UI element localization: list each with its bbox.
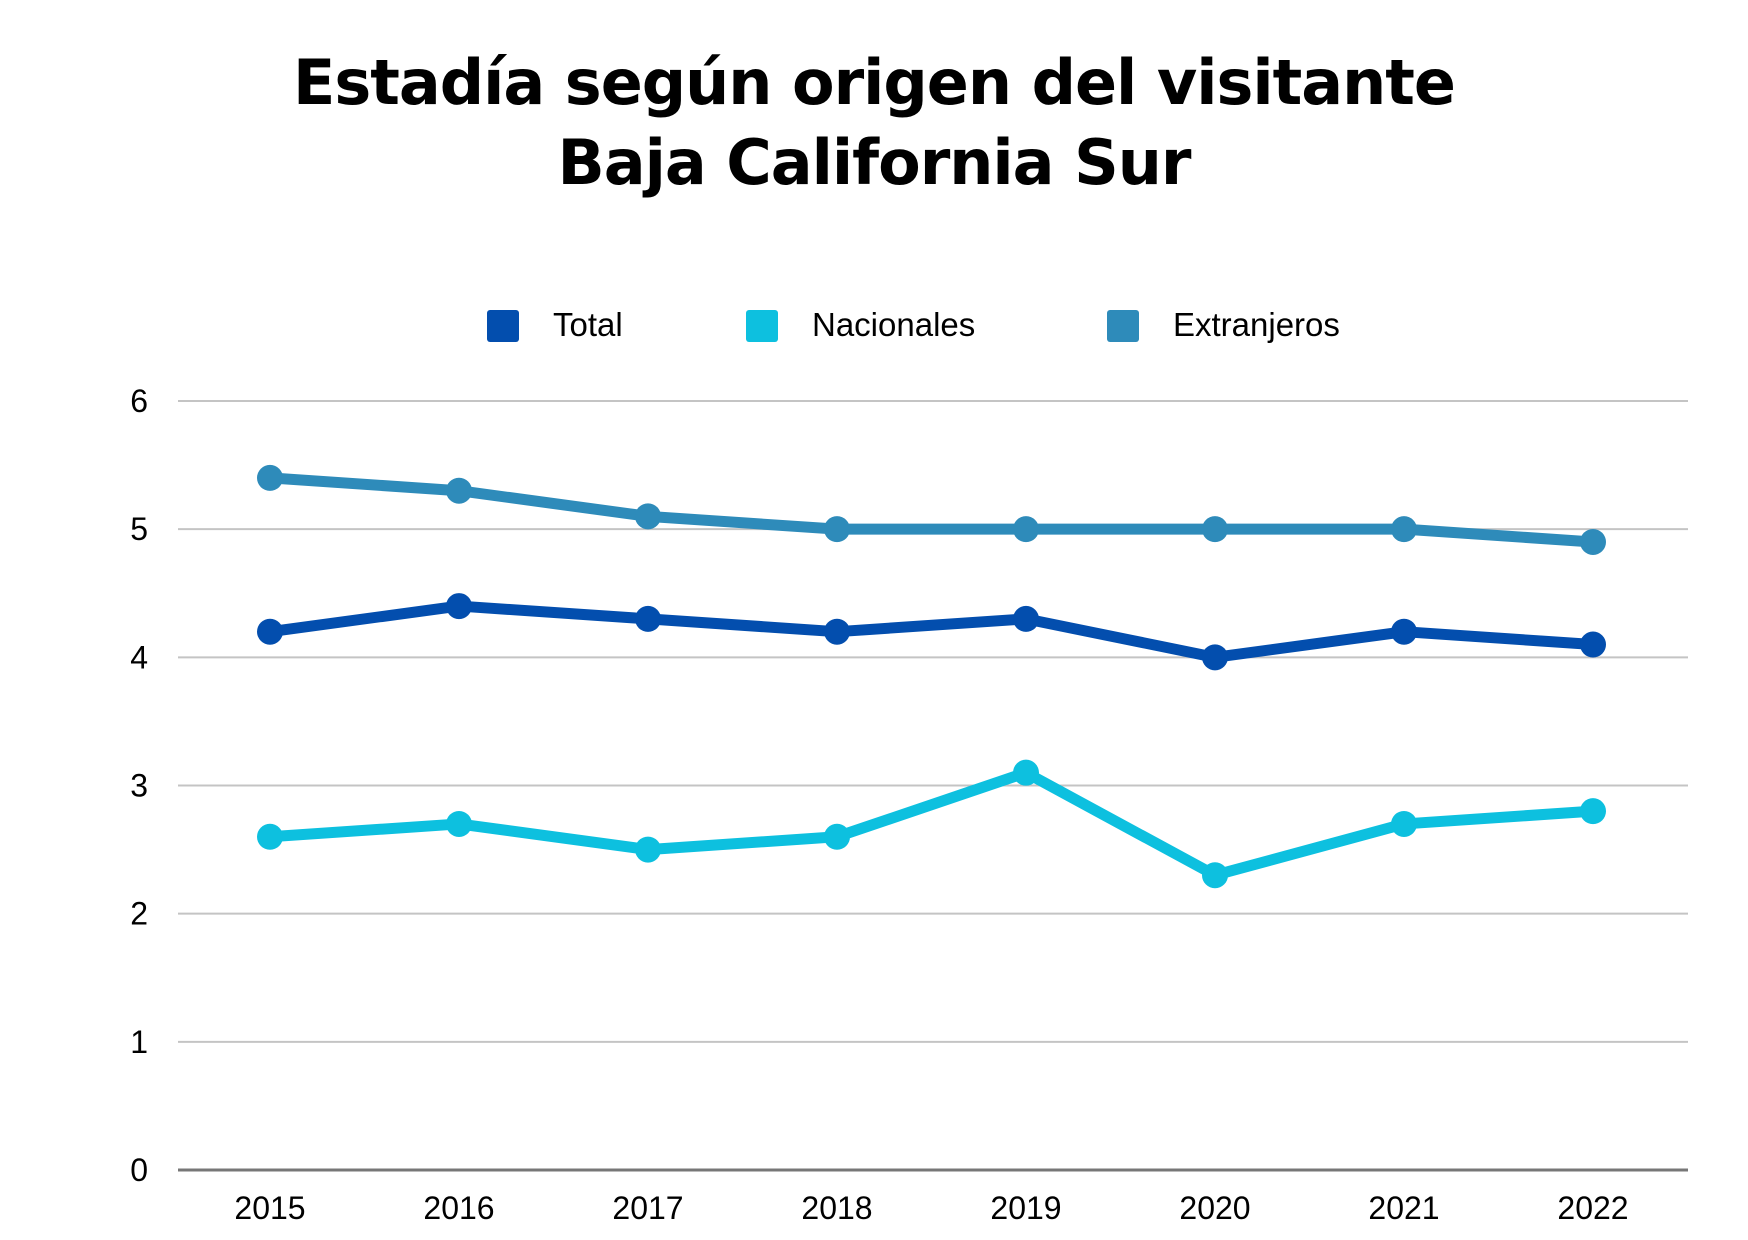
chart-subtitle: Baja California Sur: [557, 126, 1192, 199]
series-line: [269, 767, 1594, 881]
x-tick-label: 2022: [1557, 1190, 1628, 1226]
data-point: [257, 618, 283, 645]
series-nacionales: [257, 759, 1606, 889]
legend-swatch: [746, 310, 778, 342]
data-point: [1391, 810, 1417, 837]
y-tick-label: 0: [130, 1152, 148, 1188]
data-point: [635, 503, 661, 530]
data-point: [1580, 798, 1606, 825]
data-point: [257, 823, 283, 850]
data-point: [824, 516, 850, 543]
x-axis-ticks: 2015 2016 2017 2018 2019 2020 2021 2022: [234, 1190, 1628, 1226]
series-line: [269, 600, 1594, 663]
data-point: [635, 836, 661, 863]
y-tick-label: 6: [130, 383, 148, 419]
legend-swatch: [1107, 310, 1139, 342]
series-line: [269, 472, 1594, 548]
data-point: [446, 477, 472, 504]
data-point: [446, 593, 472, 620]
data-point: [1202, 516, 1228, 543]
data-point: [1202, 644, 1228, 671]
legend-label: Extranjeros: [1173, 306, 1340, 343]
legend-label: Nacionales: [812, 306, 975, 343]
data-point: [1013, 759, 1039, 786]
data-point: [1580, 528, 1606, 555]
legend-swatch: [487, 310, 519, 342]
y-tick-label: 1: [130, 1024, 148, 1060]
series-total: [257, 593, 1606, 671]
x-tick-label: 2018: [801, 1190, 872, 1226]
series-lines: [257, 464, 1606, 889]
legend-label: Total: [553, 306, 623, 343]
x-tick-label: 2016: [423, 1190, 494, 1226]
data-point: [1202, 862, 1228, 889]
data-point: [635, 605, 661, 632]
data-point: [1391, 618, 1417, 645]
data-point: [1391, 516, 1417, 543]
x-tick-label: 2020: [1179, 1190, 1250, 1226]
x-tick-label: 2021: [1368, 1190, 1439, 1226]
data-point: [1013, 605, 1039, 632]
y-axis-ticks: 0 1 2 3 4 5 6: [130, 383, 148, 1188]
data-point: [824, 823, 850, 850]
data-point: [257, 464, 283, 491]
gridlines: [178, 400, 1688, 1172]
data-point: [446, 810, 472, 837]
data-point: [1580, 631, 1606, 658]
legend-item-nacionales: Nacionales: [746, 306, 975, 343]
legend-item-extranjeros: Extranjeros: [1107, 306, 1340, 343]
y-tick-label: 5: [130, 511, 148, 547]
x-tick-label: 2019: [990, 1190, 1061, 1226]
chart-title: Estadía según origen del visitante: [293, 46, 1456, 119]
legend-item-total: Total: [487, 306, 623, 343]
data-point: [1013, 516, 1039, 543]
y-tick-label: 4: [130, 639, 148, 675]
y-tick-label: 2: [130, 896, 148, 932]
series-extranjeros: [257, 464, 1606, 555]
x-tick-label: 2017: [612, 1190, 683, 1226]
data-point: [824, 618, 850, 645]
x-tick-label: 2015: [234, 1190, 305, 1226]
legend: Total Nacionales Extranjeros: [487, 306, 1340, 343]
y-tick-label: 3: [130, 768, 148, 804]
